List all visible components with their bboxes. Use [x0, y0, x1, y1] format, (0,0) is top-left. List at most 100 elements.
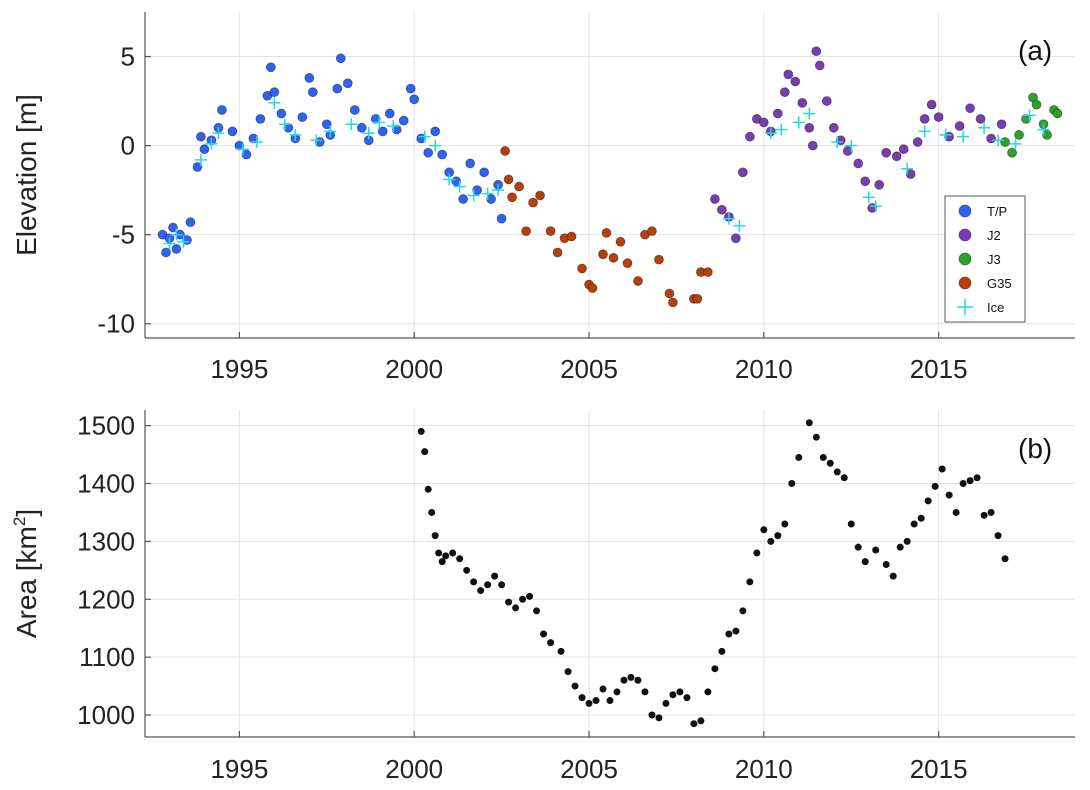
x-tick-label: 2010 — [735, 354, 793, 384]
g35-point — [615, 236, 626, 247]
g35-point — [601, 227, 612, 238]
g35-point — [587, 283, 598, 294]
y-axis-label-superscript: 2 — [10, 517, 29, 526]
ice-point — [205, 137, 218, 150]
area-point — [456, 555, 464, 563]
area-point — [725, 630, 733, 638]
g35-point — [647, 226, 657, 237]
t-p-point — [409, 94, 420, 105]
j2-point — [807, 140, 818, 151]
j2-point — [790, 76, 801, 87]
x-tick-label: 2015 — [910, 754, 968, 784]
area-point — [872, 546, 880, 554]
area-point — [421, 448, 429, 456]
j2-point — [996, 119, 1007, 130]
panel-label: (b) — [1018, 433, 1052, 464]
ice-point — [792, 116, 805, 129]
t-p-point — [430, 126, 441, 137]
t-p-point — [241, 149, 252, 160]
t-p-point — [384, 108, 395, 119]
ice-point — [170, 228, 183, 241]
x-tick-label: 2000 — [385, 354, 443, 384]
t-p-point — [423, 147, 434, 158]
y-axis-label-text: Elevation [m] — [11, 94, 42, 256]
area-point — [484, 581, 492, 589]
ice-point — [387, 120, 400, 133]
j2-point — [919, 113, 930, 124]
area-point — [753, 549, 761, 557]
j2-point — [709, 194, 720, 204]
ice-point — [957, 130, 970, 143]
area-point — [648, 711, 656, 719]
area-point — [952, 508, 960, 516]
area-point — [424, 485, 432, 493]
g35-point — [500, 146, 511, 156]
area-point — [882, 561, 890, 569]
t-p-point — [171, 244, 182, 254]
area-point — [760, 526, 768, 534]
area-point — [491, 572, 499, 580]
y-tick-label: 1200 — [77, 584, 135, 614]
ice-point — [862, 191, 875, 204]
ice-point — [373, 116, 386, 129]
ice-point — [278, 118, 291, 131]
g35-point — [633, 276, 643, 286]
t-p-point — [405, 83, 416, 94]
ice-point — [443, 173, 456, 186]
area-point — [477, 587, 485, 595]
area-point — [431, 532, 439, 540]
g35-point — [528, 197, 538, 208]
t-p-point — [332, 83, 343, 94]
j2-point — [744, 131, 755, 142]
area-point — [438, 558, 446, 566]
t-p-point — [227, 126, 238, 137]
ice-point — [1023, 109, 1036, 122]
j2-point — [898, 144, 909, 155]
t-p-point — [398, 115, 409, 126]
j3-point — [1007, 147, 1017, 158]
t-p-point — [255, 113, 266, 124]
area-point — [417, 427, 425, 435]
legend-box — [944, 195, 1026, 323]
y-tick-label: 0 — [121, 131, 135, 161]
area-point — [994, 532, 1002, 540]
j2-point — [881, 147, 892, 158]
g35-point — [545, 226, 556, 237]
y-axis-label-text: Area [km — [11, 526, 42, 638]
ice-point — [845, 139, 858, 152]
t-p-point — [370, 113, 381, 124]
legend-label-j2: J2 — [987, 228, 1001, 243]
ice-point — [939, 128, 952, 141]
g35-point — [566, 231, 577, 242]
t-p-point — [269, 87, 280, 98]
ice-point — [722, 212, 735, 225]
legend-marker-t-p — [958, 204, 972, 218]
j3-point — [1052, 108, 1063, 119]
j3-point — [1021, 113, 1031, 124]
ice-point — [324, 125, 337, 138]
area-point — [732, 627, 740, 635]
area-point — [931, 482, 939, 490]
g35-point — [692, 293, 703, 304]
j2-point — [730, 233, 741, 244]
panel-label: (a) — [1018, 35, 1052, 66]
t-p-point — [465, 158, 476, 169]
area-point — [606, 697, 614, 705]
area-point — [812, 433, 820, 441]
ice-point — [901, 162, 914, 175]
area-point — [945, 491, 953, 499]
t-p-point — [472, 185, 483, 196]
area-point — [463, 566, 471, 574]
area-point — [697, 717, 705, 725]
g35-point — [507, 192, 518, 203]
x-tick-label: 2015 — [910, 354, 968, 384]
area-point — [533, 607, 541, 615]
area-point — [662, 699, 670, 707]
g35-point — [702, 267, 713, 277]
t-p-point — [437, 149, 448, 160]
area-point — [512, 604, 520, 612]
area-point — [564, 668, 572, 676]
ice-point — [1037, 123, 1050, 136]
ice-point — [212, 127, 225, 140]
